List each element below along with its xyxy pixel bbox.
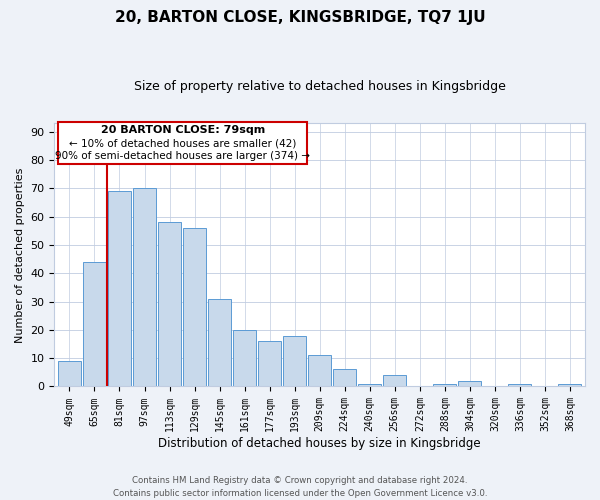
- Bar: [333, 370, 356, 386]
- Text: 90% of semi-detached houses are larger (374) →: 90% of semi-detached houses are larger (…: [55, 151, 310, 161]
- Bar: [508, 384, 532, 386]
- X-axis label: Distribution of detached houses by size in Kingsbridge: Distribution of detached houses by size …: [158, 437, 481, 450]
- Title: Size of property relative to detached houses in Kingsbridge: Size of property relative to detached ho…: [134, 80, 506, 93]
- Bar: [133, 188, 156, 386]
- Text: 20, BARTON CLOSE, KINGSBRIDGE, TQ7 1JU: 20, BARTON CLOSE, KINGSBRIDGE, TQ7 1JU: [115, 10, 485, 25]
- Bar: [83, 262, 106, 386]
- FancyBboxPatch shape: [58, 122, 307, 164]
- Bar: [433, 384, 457, 386]
- Bar: [58, 361, 81, 386]
- Bar: [208, 299, 231, 386]
- Text: Contains HM Land Registry data © Crown copyright and database right 2024.
Contai: Contains HM Land Registry data © Crown c…: [113, 476, 487, 498]
- Bar: [559, 384, 581, 386]
- Bar: [233, 330, 256, 386]
- Bar: [158, 222, 181, 386]
- Bar: [358, 384, 381, 386]
- Y-axis label: Number of detached properties: Number of detached properties: [15, 167, 25, 342]
- Bar: [183, 228, 206, 386]
- Text: 20 BARTON CLOSE: 79sqm: 20 BARTON CLOSE: 79sqm: [101, 126, 265, 136]
- Bar: [458, 381, 481, 386]
- Bar: [283, 336, 306, 386]
- Bar: [108, 191, 131, 386]
- Bar: [308, 356, 331, 386]
- Bar: [258, 341, 281, 386]
- Text: ← 10% of detached houses are smaller (42): ← 10% of detached houses are smaller (42…: [69, 138, 296, 148]
- Bar: [383, 375, 406, 386]
